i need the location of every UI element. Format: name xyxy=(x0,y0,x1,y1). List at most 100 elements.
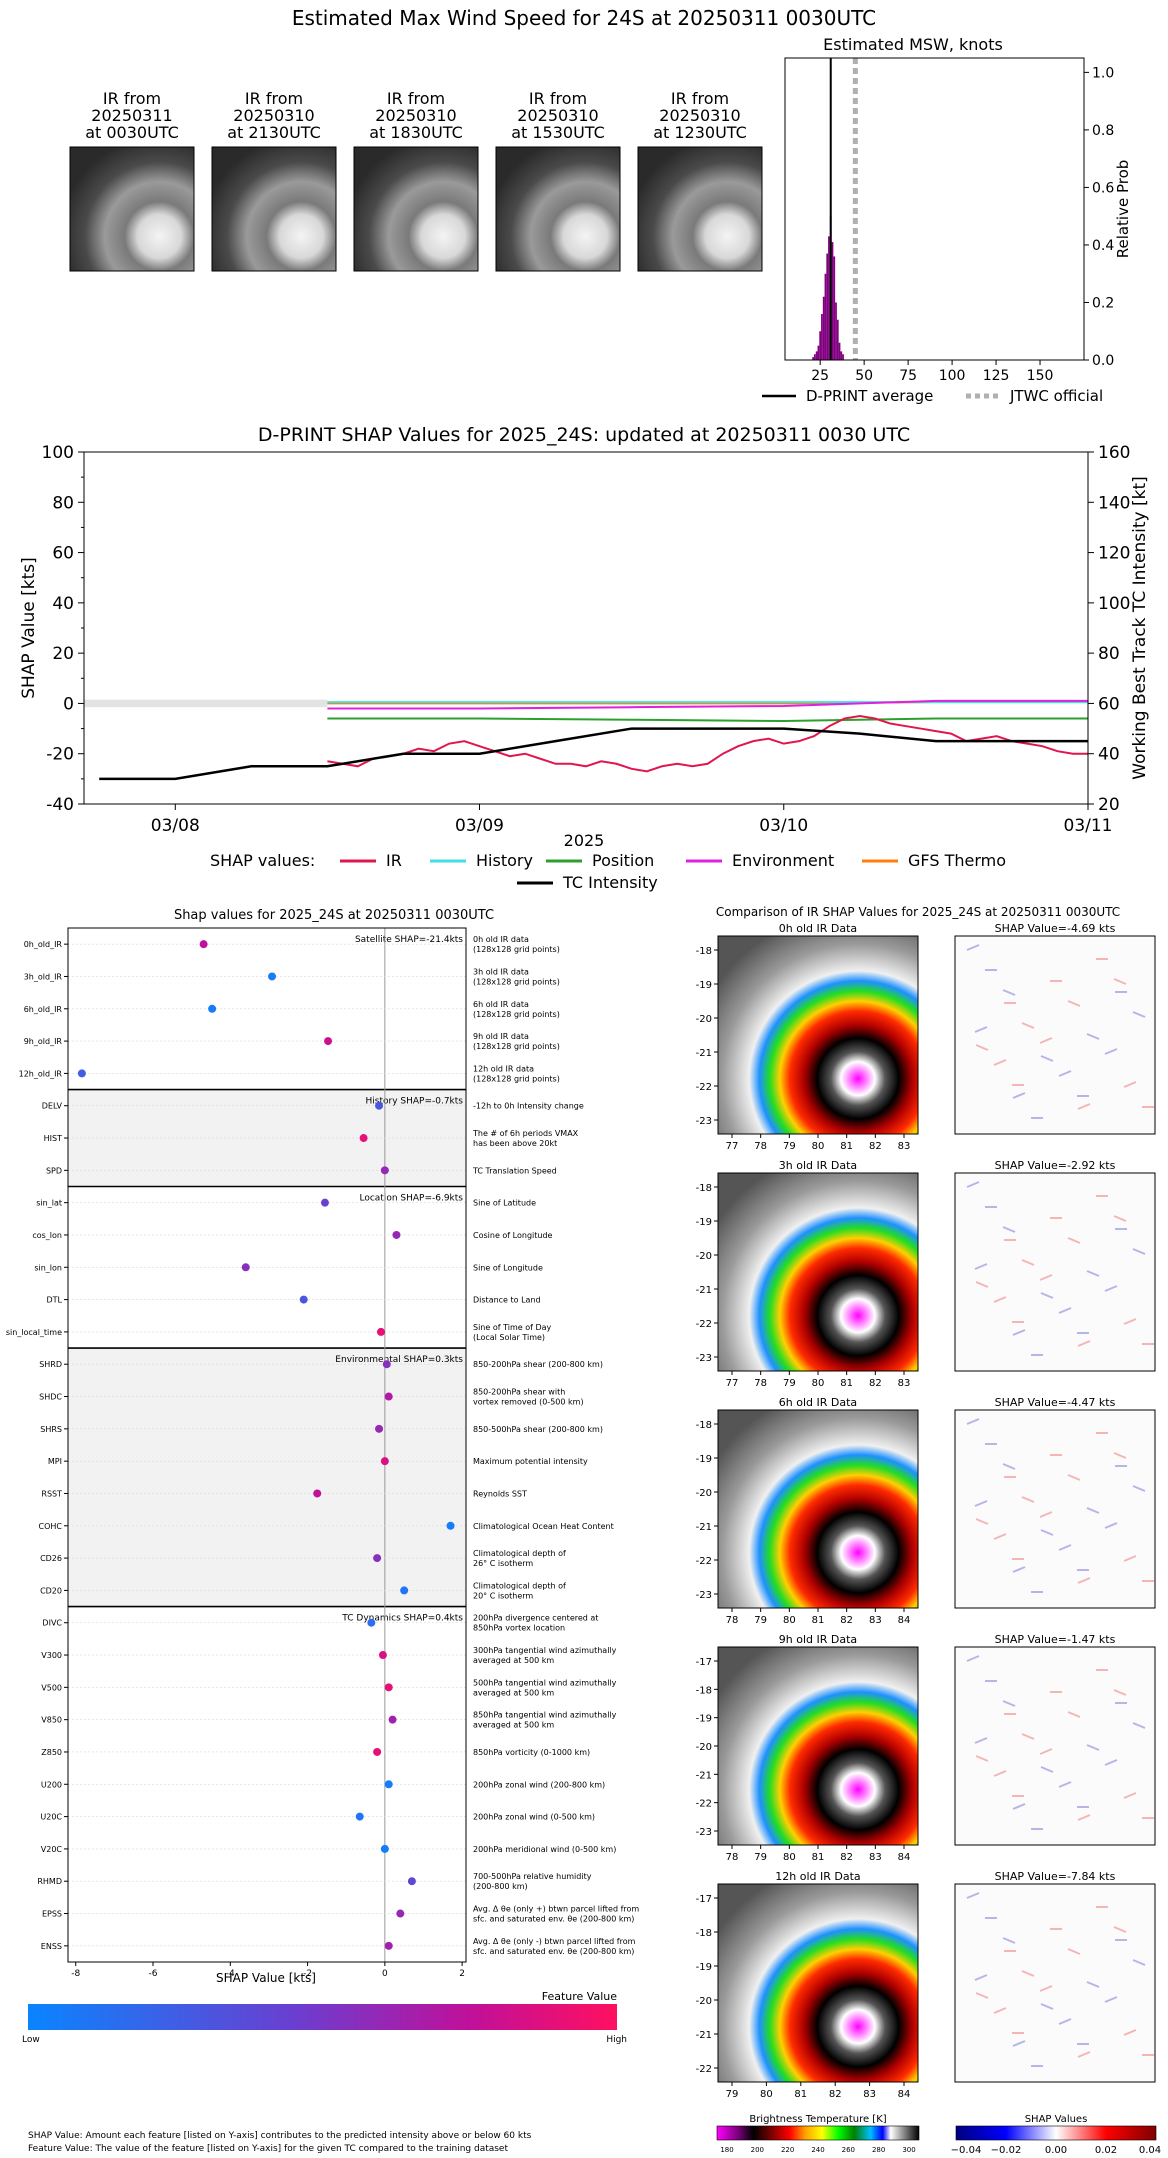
ir-map-ytick-label: -19 xyxy=(696,980,712,991)
footnote-feature: Feature Value: The value of the feature … xyxy=(28,2144,508,2154)
feature-shap-point xyxy=(392,1230,401,1239)
ir-map-xtick-label: 82 xyxy=(840,1615,853,1626)
histogram-ytick-label: 1.0 xyxy=(1092,65,1114,81)
ir-map-ytick-label: -20 xyxy=(696,1488,712,1499)
shap-colorbar-ticks: −0.04 −0.02 0.00 0.02 0.04 xyxy=(951,2145,1161,2156)
feature-name: RHMD xyxy=(37,1877,62,1886)
timeseries-ytick-label: 40 xyxy=(52,594,74,614)
shap-map-streak xyxy=(1077,1103,1091,1110)
feature-shap-point xyxy=(355,1812,364,1821)
shap-map-streak xyxy=(1077,1814,1091,1821)
thumbnail-label-line3: at 1530UTC xyxy=(511,123,605,142)
feature-description: Avg. Δ θe (only -) btwn parcel lifted fr… xyxy=(473,1937,636,1946)
ir-map-xtick-label: 78 xyxy=(726,1852,739,1863)
histogram-ytick-label: 0.6 xyxy=(1092,180,1114,196)
shap-map-streak xyxy=(1104,1048,1118,1055)
feature-shap-point xyxy=(320,1198,329,1207)
shap-map-streak xyxy=(1132,1011,1146,1018)
feature-shap-point xyxy=(268,972,277,981)
timeseries-ytick2-label: 140 xyxy=(1098,493,1130,513)
feature-description: vortex removed (0-500 km) xyxy=(473,1398,584,1407)
feature-shap-point xyxy=(384,1941,393,1950)
shap-map-streak xyxy=(1123,1081,1137,1088)
feature-shap-point xyxy=(375,1424,384,1433)
feature-shap-point xyxy=(359,1134,368,1143)
shap-tick-label: 0.02 xyxy=(1095,2145,1117,2156)
timeseries-ytick2-label: 20 xyxy=(1098,795,1120,815)
timeseries-ytick2-label: 60 xyxy=(1098,694,1120,714)
feature-name: SHRS xyxy=(40,1425,62,1434)
comparison-title: Comparison of IR SHAP Values for 2025_24… xyxy=(716,905,1120,919)
shap-map-streak xyxy=(1123,1792,1137,1799)
ir-map-ytick-label: -21 xyxy=(696,2030,712,2041)
ir-map-title: 6h old IR Data xyxy=(779,1396,857,1409)
shap-map-streak xyxy=(1077,2051,1091,2058)
feature-description: (128x128 grid points) xyxy=(473,945,560,954)
feature-xtick-label: 0 xyxy=(382,1969,388,1979)
shap-colorbar xyxy=(955,2125,1157,2141)
feature-description: (128x128 grid points) xyxy=(473,1042,560,1051)
shap-map-streak xyxy=(974,1500,988,1507)
feature-shap-point xyxy=(384,1392,393,1401)
feature-description: averaged at 500 km xyxy=(473,1688,554,1697)
feature-description: Avg. Δ θe (only +) btwn parcel lifted fr… xyxy=(473,1905,639,1914)
ir-map-xtick-label: 78 xyxy=(726,1615,739,1626)
shap-map-image xyxy=(954,1172,1156,1372)
ir-map-title: 3h old IR Data xyxy=(779,1159,857,1172)
histogram-bar xyxy=(835,302,837,360)
shap-map-streak xyxy=(1123,1318,1137,1325)
feature-description: 20° C isotherm xyxy=(473,1591,533,1600)
timeseries-shaded-band xyxy=(84,699,328,708)
timeseries-xtick-label: 03/11 xyxy=(1064,816,1113,836)
feature-name: V850 xyxy=(41,1716,62,1725)
feature-description: 26° C isotherm xyxy=(473,1559,533,1568)
ir-map-ytick-label: -22 xyxy=(696,1556,712,1567)
shap-map-streak xyxy=(1086,1270,1100,1277)
position-line xyxy=(327,717,1088,723)
histogram-title: Estimated MSW, knots xyxy=(823,35,1003,54)
shap-map-streak xyxy=(1132,1485,1146,1492)
shap-map-title: SHAP Value=-2.92 kts xyxy=(995,1159,1116,1172)
feature-name: Z850 xyxy=(41,1748,62,1757)
shap-map-streak xyxy=(1086,1981,1100,1988)
shap-map-image xyxy=(954,1409,1156,1609)
shap-map-streak xyxy=(1123,2029,1137,2036)
ir-map-image xyxy=(717,935,919,1135)
ir-map-xtick-label: 81 xyxy=(794,2089,807,2100)
ir-map-xtick-label: 79 xyxy=(726,2089,739,2100)
feature-shap-point xyxy=(380,1844,389,1853)
timeseries-ylabel-right: Working Best Track TC Intensity [kt] xyxy=(1130,476,1150,780)
feature-shap-point xyxy=(378,1651,387,1660)
ir-map-ytick-label: -23 xyxy=(696,1116,712,1127)
ir-map-xtick-label: 77 xyxy=(726,1378,739,1389)
timeseries-ytick-label: 80 xyxy=(52,493,74,513)
shap-map-streak xyxy=(1012,1092,1026,1099)
ir-map-xtick-label: 83 xyxy=(898,1378,911,1389)
timeseries-frame xyxy=(83,451,1089,805)
shap-map-streak xyxy=(1012,1803,1026,1810)
shap-map-streak xyxy=(993,1533,1007,1540)
feature-description: Maximum potential intensity xyxy=(473,1457,588,1466)
feature-description: Sine of Longitude xyxy=(473,1263,543,1272)
feature-shap-point xyxy=(199,940,208,949)
feature-xlabel: SHAP Value [kts] xyxy=(216,1971,316,1985)
shap-map-streak xyxy=(975,1755,989,1762)
group-label: TC Dynamics SHAP=0.4kts xyxy=(341,1614,463,1624)
feature-name: U200 xyxy=(41,1780,62,1789)
ir-map-ytick-label: -22 xyxy=(696,1799,712,1810)
histogram-xtick-label: 50 xyxy=(855,368,873,384)
shap-map-streak xyxy=(1040,2003,1054,2010)
ir-map-ytick-label: -18 xyxy=(696,1928,712,1939)
group-label: Environmental SHAP=0.3kts xyxy=(335,1355,463,1365)
feature-name: U20C xyxy=(40,1813,62,1822)
bt-tick-label: 180 xyxy=(720,2146,733,2154)
feature-description: Climatological Ocean Heat Content xyxy=(473,1522,614,1531)
feature-description: averaged at 500 km xyxy=(473,1656,554,1665)
feature-shap-point xyxy=(241,1263,250,1272)
shap-map-streak xyxy=(1086,1507,1100,1514)
histogram-axes: 25 50 75 100 125 150 0.0 0.2 0.4 0.6 0.8 1.0 xyxy=(811,65,1114,384)
colorbar-high-label: High xyxy=(606,2035,627,2045)
shap-map-streak xyxy=(1067,1948,1081,1955)
feature-description: 500hPa tangential wind azimuthally xyxy=(473,1678,617,1687)
